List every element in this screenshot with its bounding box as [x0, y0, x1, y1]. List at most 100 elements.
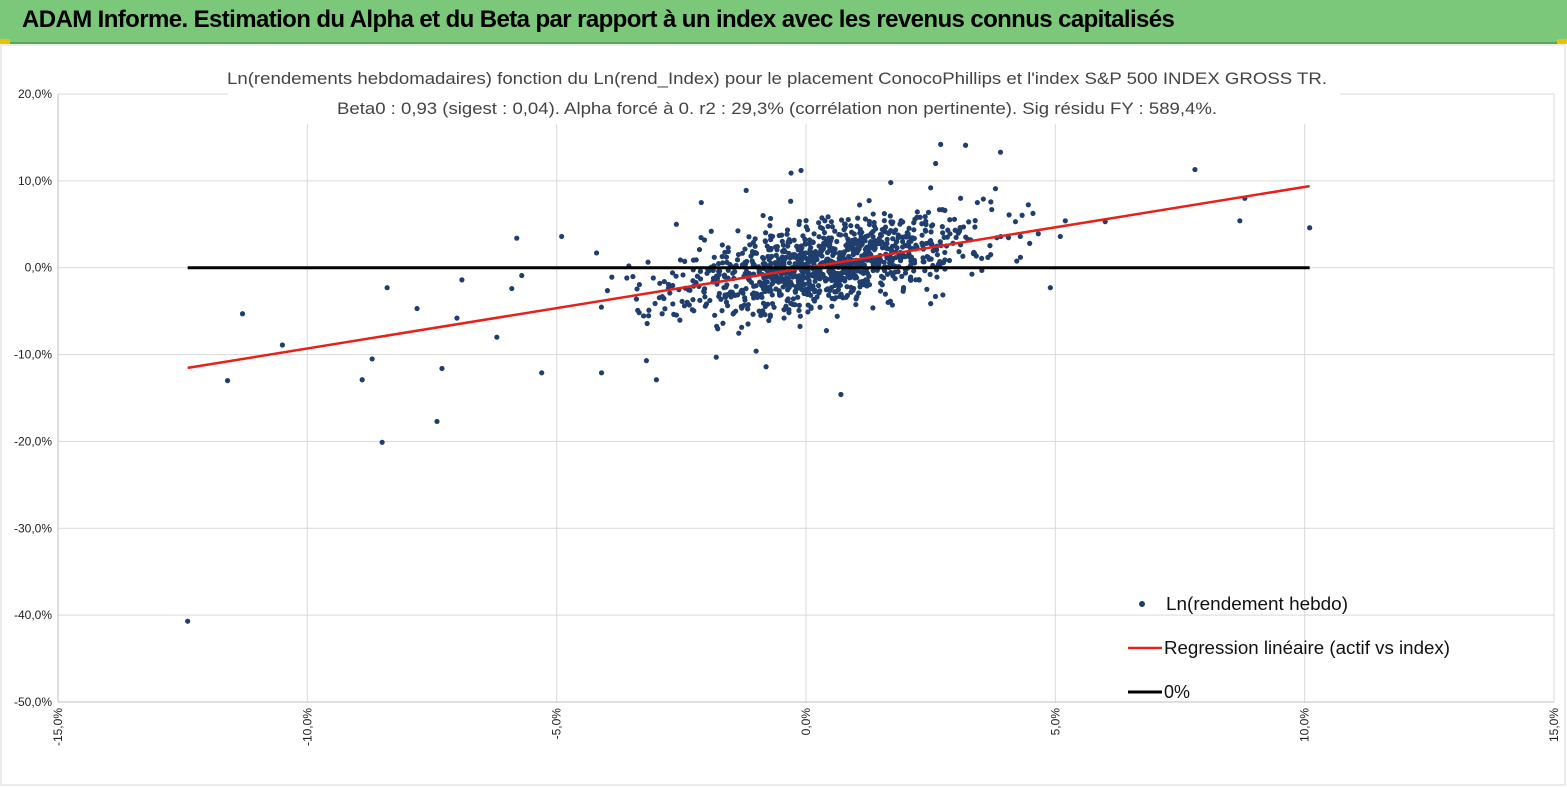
data-point [689, 307, 695, 313]
data-point [1017, 254, 1024, 260]
data-point [828, 274, 835, 280]
data-point [801, 254, 808, 260]
data-point [917, 214, 923, 220]
data-point [835, 276, 841, 283]
x-tick-label: -10,0% [300, 708, 314, 746]
data-point [767, 274, 773, 280]
data-point [928, 229, 934, 235]
data-point [743, 187, 749, 194]
data-point [911, 220, 917, 226]
data-point [644, 320, 650, 327]
data-point [762, 238, 768, 244]
data-point [855, 215, 861, 221]
data-point [746, 234, 752, 240]
data-point [659, 311, 665, 317]
data-point [790, 296, 797, 302]
data-point [750, 311, 756, 317]
data-point [924, 286, 930, 292]
data-point [980, 196, 986, 202]
data-point [816, 272, 822, 278]
data-point [923, 221, 929, 228]
data-point [795, 279, 802, 285]
data-point [884, 255, 890, 261]
data-point [661, 295, 667, 302]
data-point [817, 304, 823, 310]
data-point [804, 268, 810, 274]
data-point [900, 239, 906, 245]
data-point [739, 262, 746, 268]
data-point [822, 278, 829, 284]
data-point [786, 250, 792, 256]
data-point [767, 312, 773, 318]
data-point [805, 309, 811, 315]
data-point [739, 324, 745, 330]
data-point [799, 287, 805, 293]
data-point [719, 253, 725, 260]
data-point [985, 254, 991, 260]
data-point [852, 248, 858, 254]
data-point [796, 302, 802, 308]
data-point [766, 317, 772, 324]
data-point [369, 356, 375, 362]
data-point [797, 313, 803, 319]
data-point [937, 261, 943, 267]
data-point [720, 320, 726, 326]
data-point [921, 259, 927, 265]
data-point [933, 160, 939, 167]
data-point [902, 270, 909, 276]
data-point [797, 274, 804, 281]
data-point [870, 211, 876, 217]
y-tick-label: -30,0% [14, 521, 52, 535]
data-point [855, 268, 861, 274]
data-point [900, 244, 906, 250]
data-point [1006, 212, 1012, 218]
data-point [879, 239, 885, 245]
data-point [817, 252, 824, 258]
data-point [760, 212, 766, 219]
data-point [713, 354, 719, 360]
data-point [972, 224, 978, 230]
data-point [863, 234, 869, 240]
data-point [739, 250, 746, 256]
data-point [806, 241, 813, 247]
data-point [838, 391, 844, 398]
axes: -50,0% -40,0% -30,0% -20,0% -10,0% 0,0% 10,0% 2… [14, 87, 1561, 746]
data-point [773, 286, 779, 292]
data-point [662, 306, 668, 312]
data-point [900, 286, 907, 292]
data-point [792, 289, 799, 295]
data-point [434, 418, 440, 425]
data-point [916, 276, 922, 283]
data-point [749, 258, 755, 264]
data-point [911, 227, 917, 233]
data-point [646, 307, 652, 313]
data-point [645, 313, 652, 319]
data-point [875, 240, 881, 246]
data-point [796, 218, 803, 224]
data-point [956, 249, 962, 255]
data-point [919, 221, 925, 227]
data-point [919, 232, 925, 238]
data-point [652, 300, 658, 307]
data-point [844, 284, 850, 290]
legend-marker-scatter [1139, 601, 1145, 607]
data-point [812, 272, 818, 278]
data-point [922, 214, 928, 220]
data-point [802, 236, 808, 242]
data-point [970, 251, 976, 257]
data-point [820, 243, 826, 249]
legend-label-scatter: Ln(rendement hebdo) [1166, 594, 1348, 614]
data-point [919, 240, 925, 246]
data-point [763, 364, 769, 370]
data-point [836, 272, 842, 278]
data-point [826, 235, 832, 241]
data-point [897, 234, 904, 240]
data-point [850, 287, 856, 294]
data-point [1035, 231, 1041, 237]
data-point [514, 235, 520, 241]
data-point [769, 292, 775, 298]
data-point [634, 286, 640, 292]
data-point [806, 255, 812, 262]
data-point [750, 239, 756, 246]
data-point [894, 238, 900, 245]
